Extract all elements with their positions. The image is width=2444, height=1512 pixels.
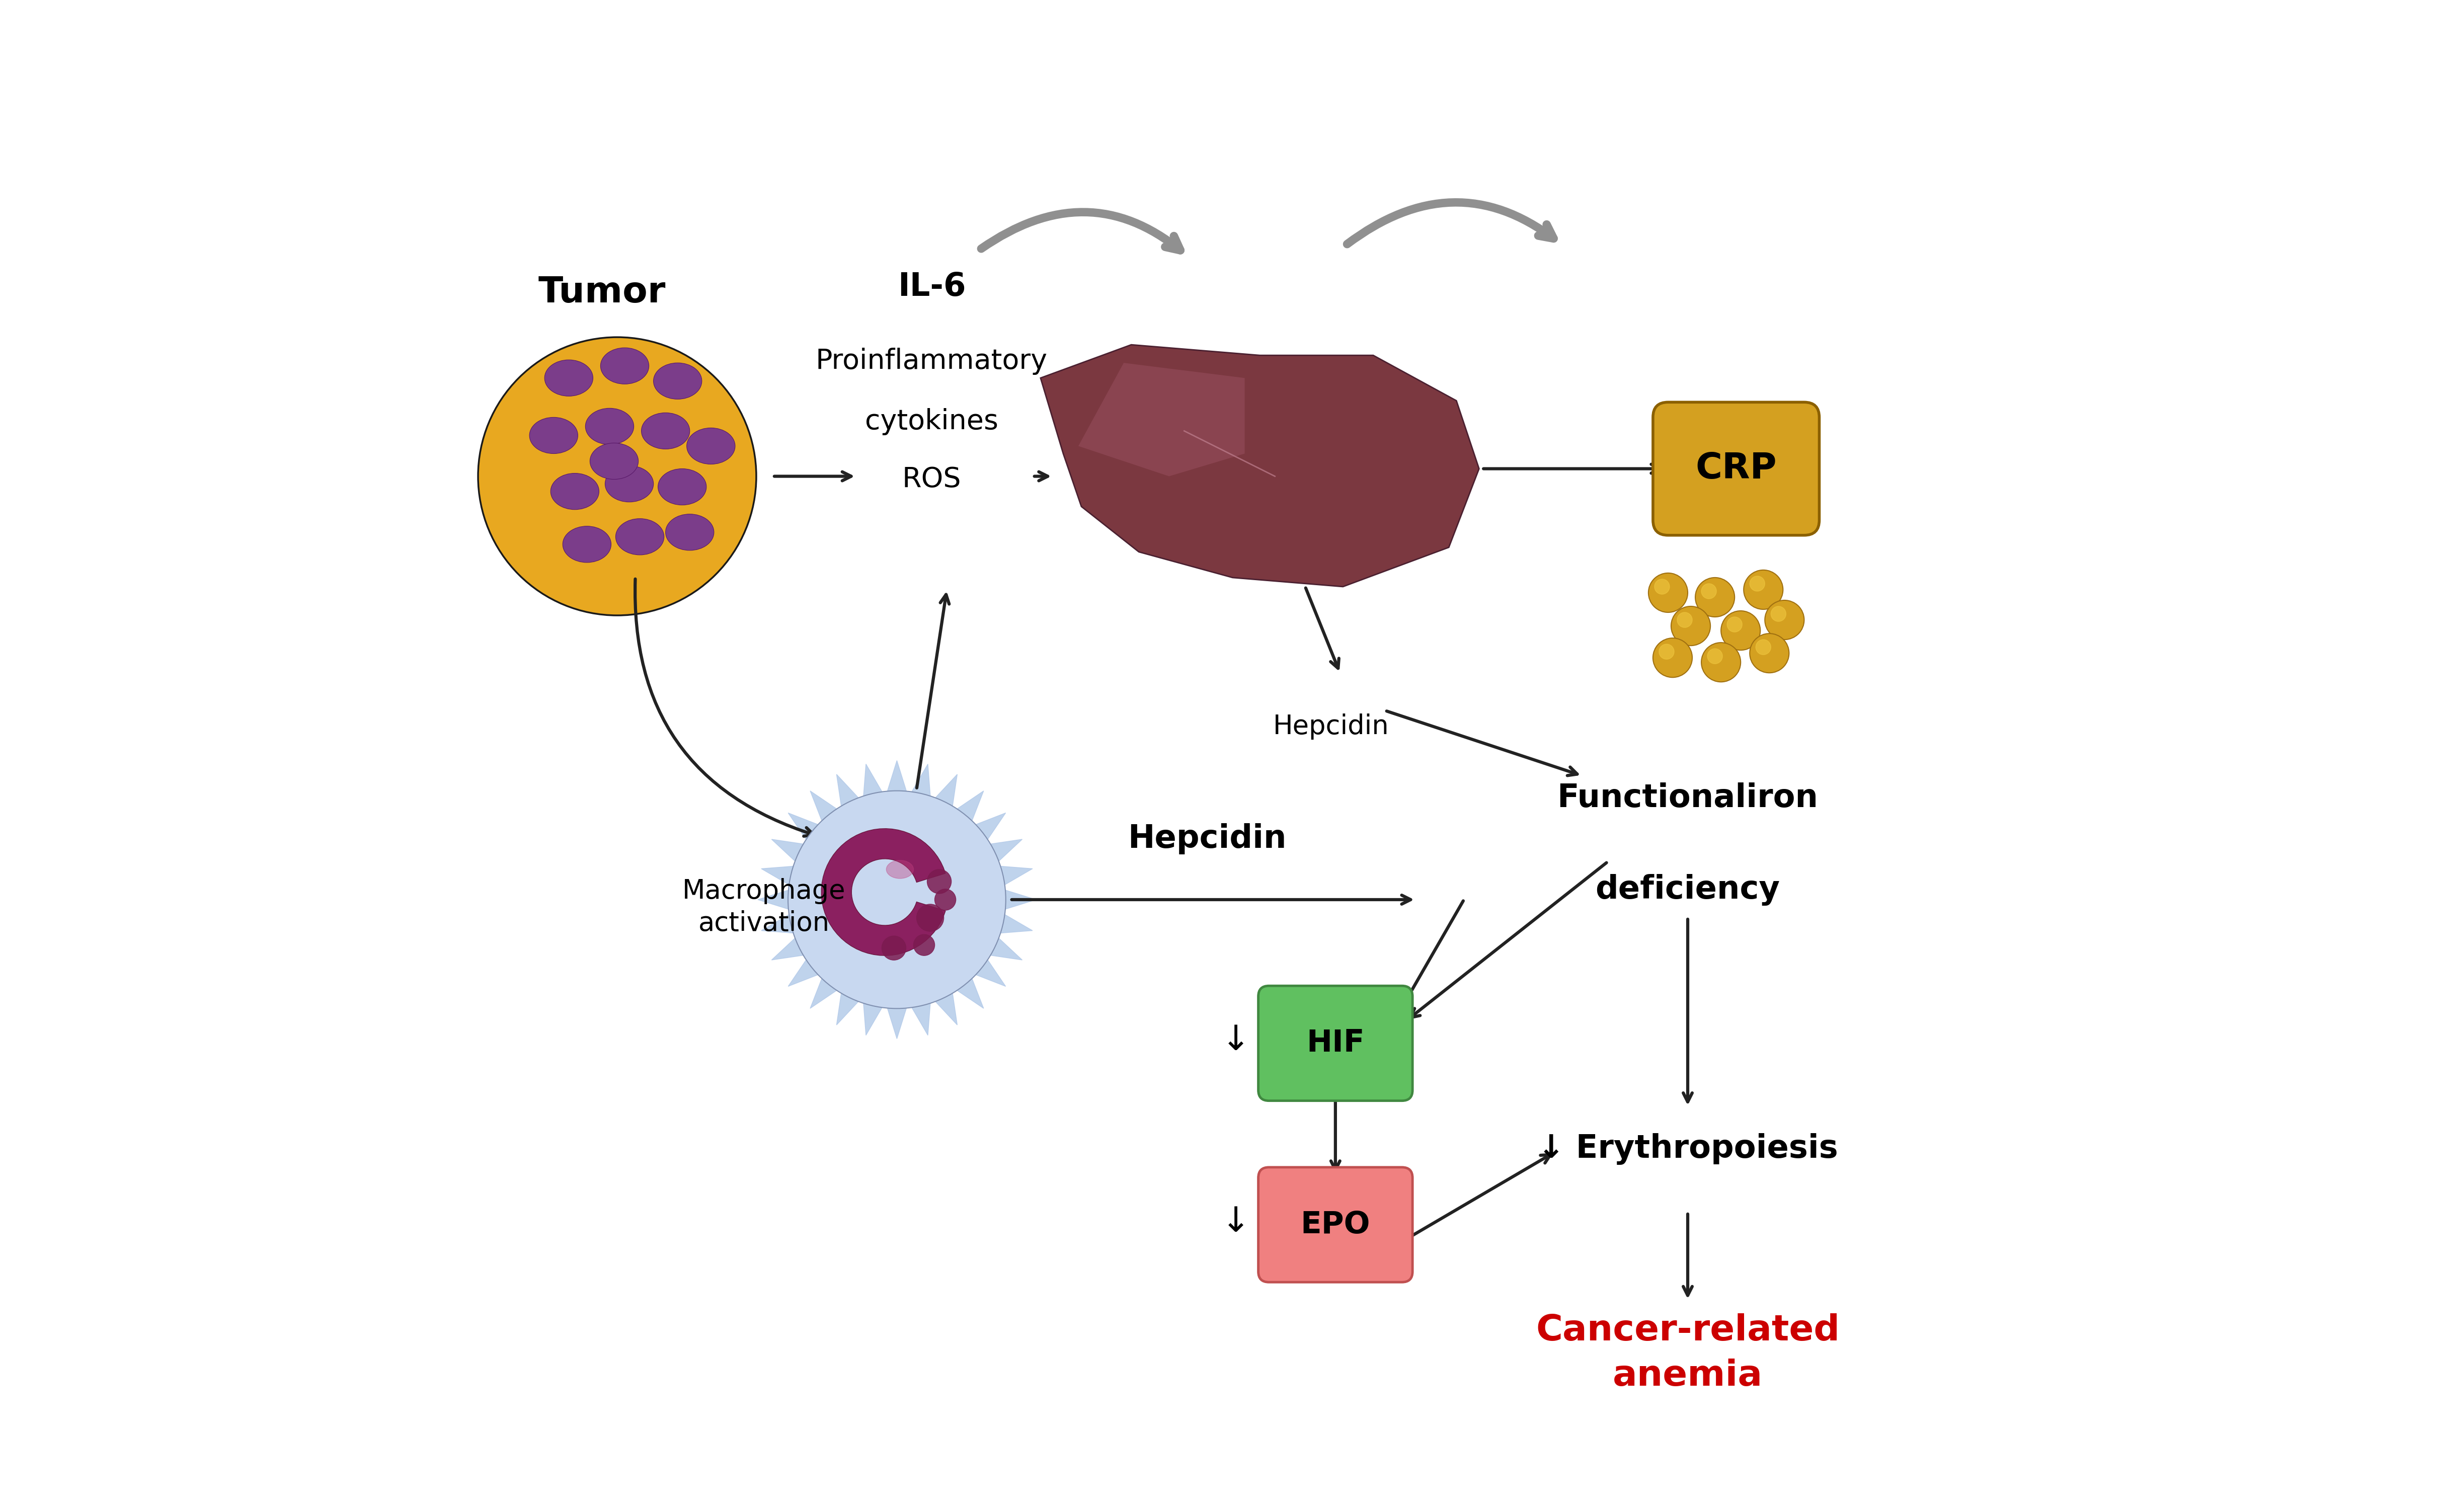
Circle shape: [1728, 617, 1743, 632]
Circle shape: [1652, 638, 1691, 677]
Text: deficiency: deficiency: [1596, 874, 1779, 906]
Polygon shape: [1041, 345, 1479, 587]
Ellipse shape: [606, 466, 653, 502]
Circle shape: [1708, 649, 1723, 664]
Circle shape: [914, 934, 934, 956]
FancyBboxPatch shape: [1652, 402, 1818, 535]
Text: Functionaliron: Functionaliron: [1557, 782, 1818, 813]
Circle shape: [1750, 576, 1765, 591]
Circle shape: [1672, 606, 1711, 646]
Text: ↓: ↓: [1222, 1205, 1251, 1238]
Circle shape: [1696, 578, 1735, 617]
Circle shape: [1755, 640, 1772, 655]
Text: IL-6: IL-6: [897, 271, 965, 302]
Text: Tumor: Tumor: [538, 275, 665, 310]
Circle shape: [926, 869, 951, 894]
Ellipse shape: [653, 363, 701, 399]
Circle shape: [1743, 570, 1784, 609]
Text: Cancer-related
anemia: Cancer-related anemia: [1535, 1312, 1840, 1394]
Circle shape: [1701, 643, 1740, 682]
Circle shape: [1677, 612, 1691, 627]
FancyBboxPatch shape: [1259, 986, 1413, 1101]
Circle shape: [1647, 573, 1689, 612]
Polygon shape: [1078, 363, 1244, 476]
Text: cytokines: cytokines: [865, 408, 997, 435]
Circle shape: [1655, 579, 1669, 594]
Circle shape: [1659, 644, 1674, 659]
Ellipse shape: [601, 348, 650, 384]
Text: Hepcidin: Hepcidin: [1273, 714, 1388, 739]
Circle shape: [1765, 600, 1804, 640]
Ellipse shape: [530, 417, 577, 454]
Ellipse shape: [550, 473, 599, 510]
Text: Macrophage
activation: Macrophage activation: [682, 878, 846, 936]
Text: ↓: ↓: [1222, 1024, 1251, 1057]
Circle shape: [1721, 611, 1760, 650]
Ellipse shape: [545, 360, 594, 396]
Polygon shape: [821, 829, 946, 956]
Circle shape: [1772, 606, 1787, 621]
Text: Proinflammatory: Proinflammatory: [816, 348, 1048, 375]
Ellipse shape: [657, 469, 706, 505]
Text: Hepcidin: Hepcidin: [1127, 823, 1286, 854]
Text: EPO: EPO: [1300, 1210, 1371, 1240]
Circle shape: [934, 889, 956, 910]
Text: HIF: HIF: [1305, 1028, 1364, 1058]
Ellipse shape: [640, 413, 689, 449]
FancyBboxPatch shape: [1259, 1167, 1413, 1282]
Circle shape: [916, 904, 943, 931]
Text: ↓ Erythropoiesis: ↓ Erythropoiesis: [1537, 1134, 1838, 1164]
Ellipse shape: [587, 408, 633, 445]
Circle shape: [1750, 634, 1789, 673]
Text: ROS: ROS: [902, 466, 960, 493]
Circle shape: [882, 936, 907, 960]
Ellipse shape: [887, 860, 914, 878]
Text: CRP: CRP: [1696, 452, 1777, 485]
Ellipse shape: [616, 519, 665, 555]
Circle shape: [787, 791, 1007, 1009]
Circle shape: [479, 337, 755, 615]
Ellipse shape: [562, 526, 611, 562]
Ellipse shape: [665, 514, 714, 550]
Polygon shape: [758, 761, 1036, 1039]
Ellipse shape: [589, 443, 638, 479]
Circle shape: [1701, 584, 1716, 599]
Ellipse shape: [687, 428, 736, 464]
